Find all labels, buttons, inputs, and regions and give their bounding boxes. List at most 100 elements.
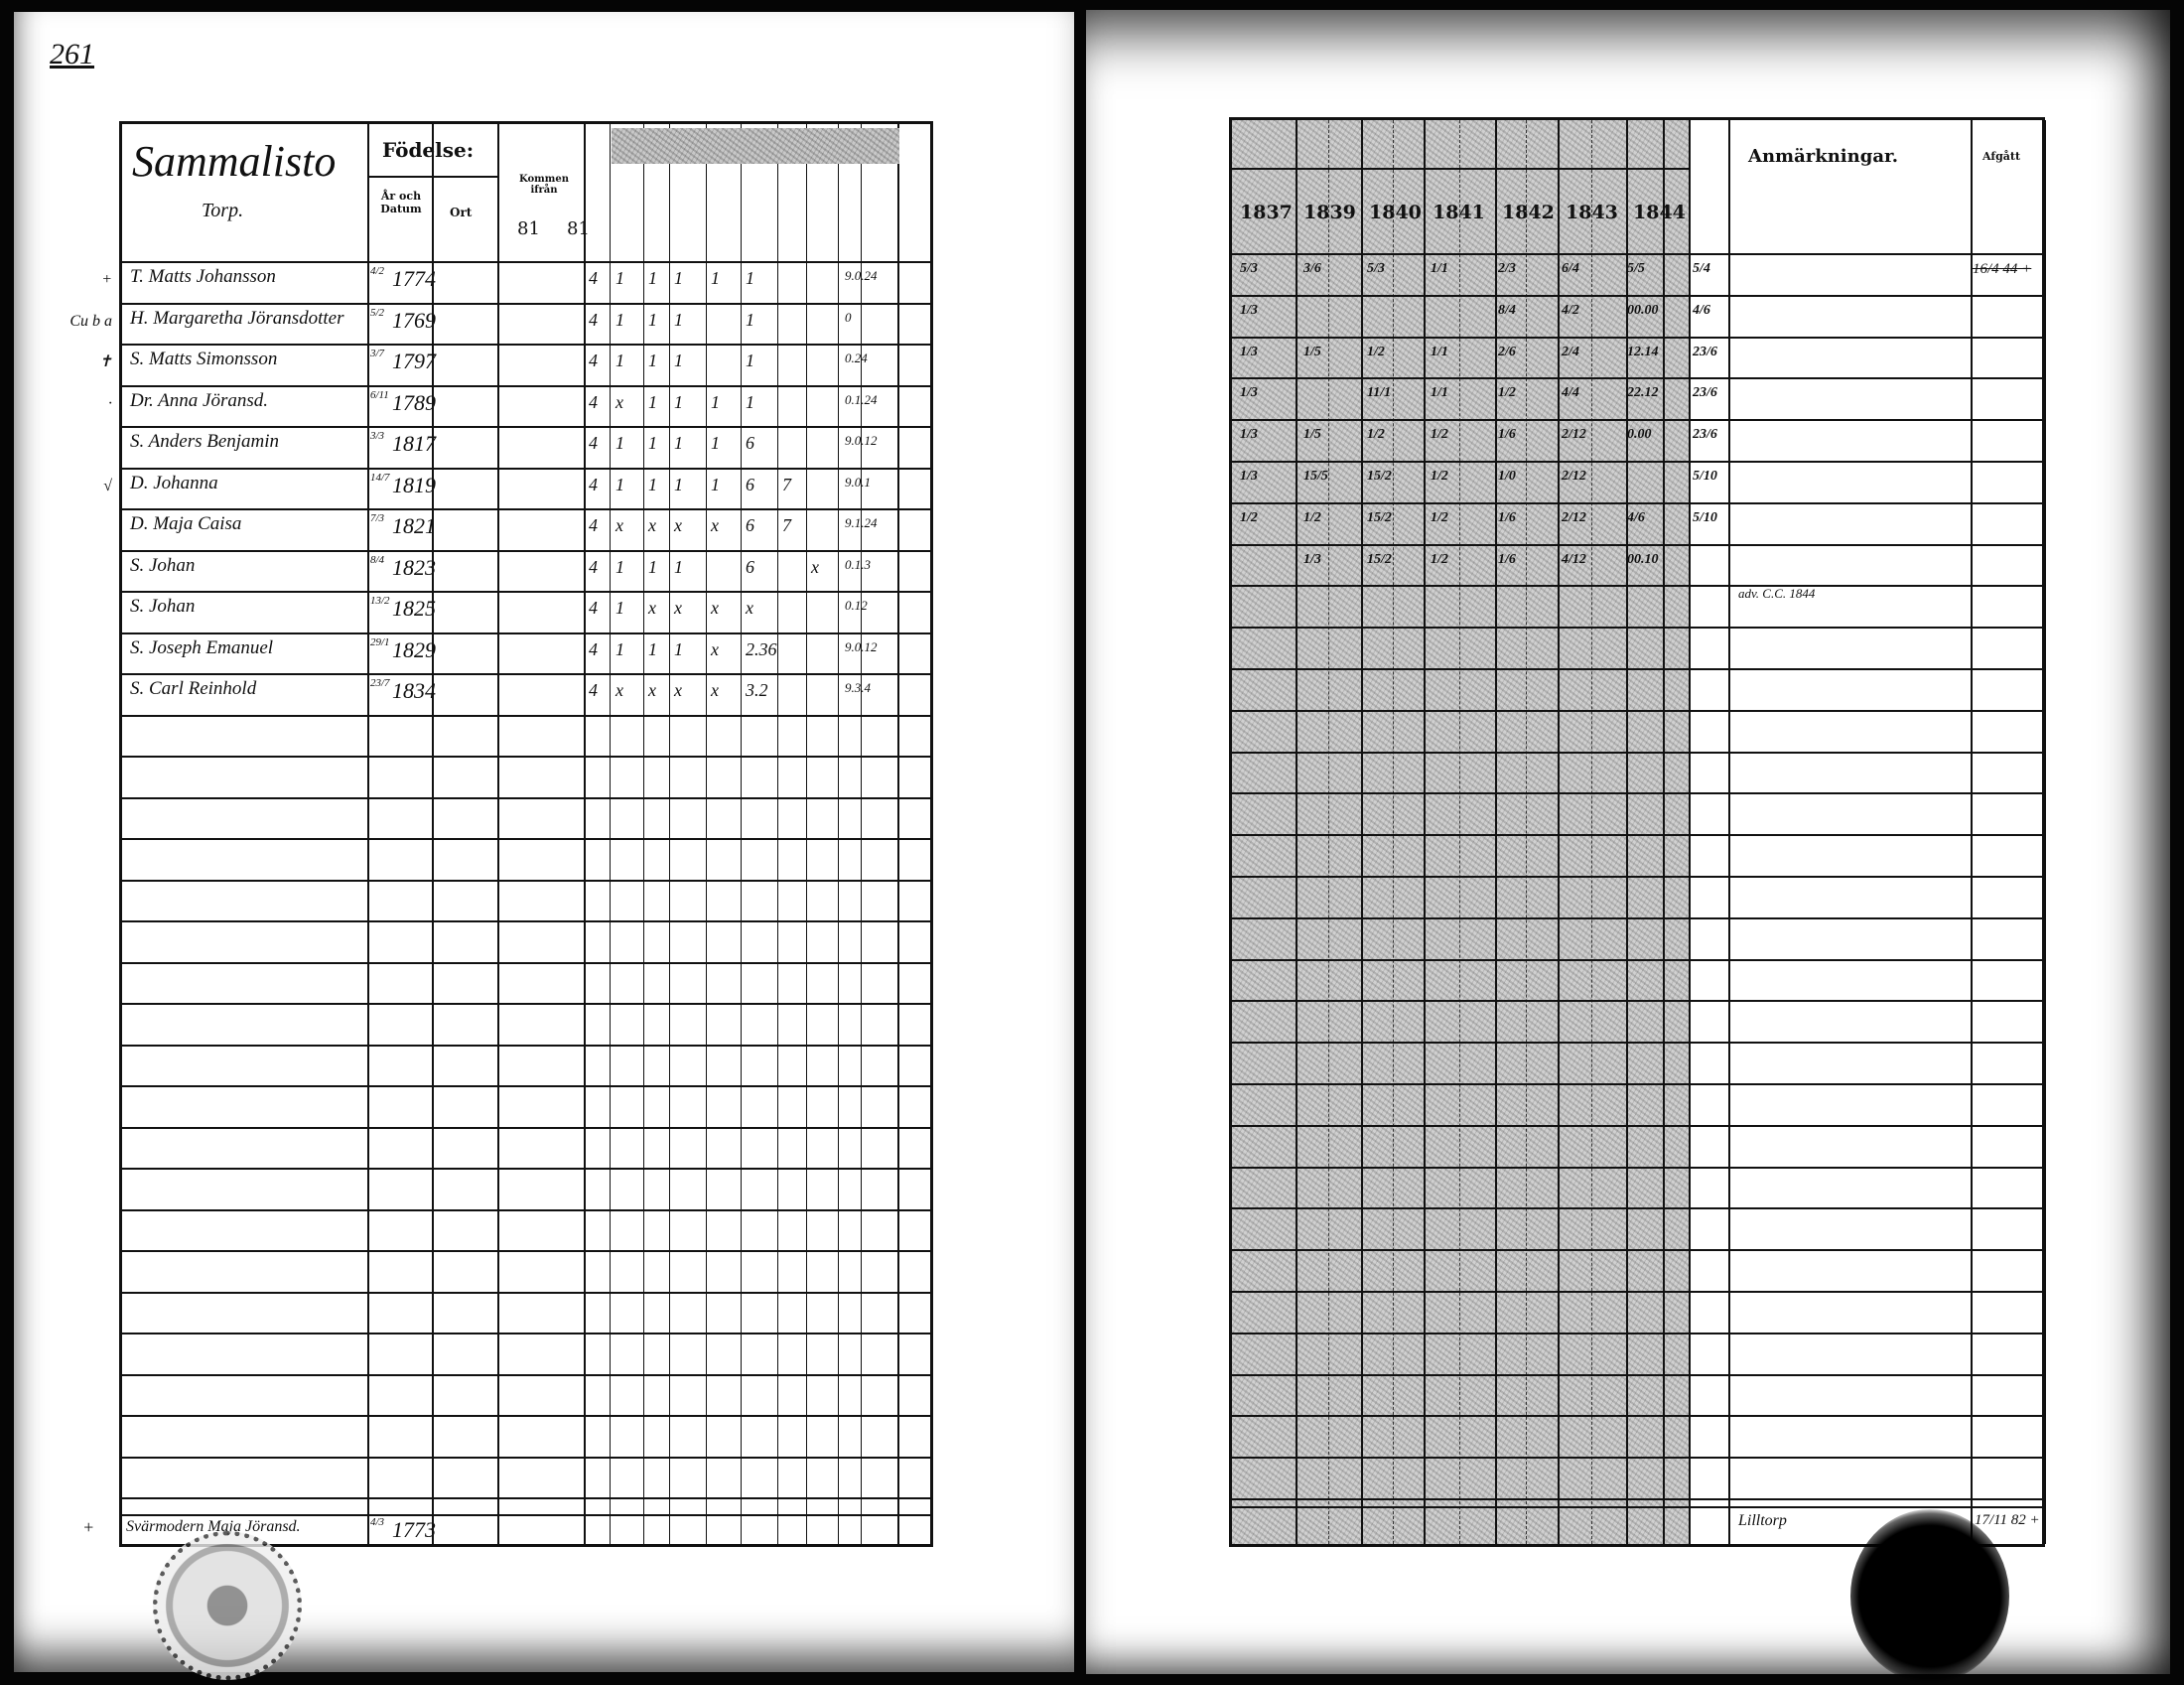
- row-rule: [1232, 1042, 2042, 1045]
- examination-mark: 1: [674, 433, 683, 453]
- examination-entry: 2/12: [1562, 509, 1586, 525]
- remarks-header: Anmärkningar.: [1748, 146, 1899, 167]
- header-subrule: [367, 176, 497, 178]
- row-rule: [122, 838, 930, 840]
- column-divider: [1361, 120, 1363, 1544]
- row-rule: [1232, 1415, 2042, 1418]
- birth-year: 1819: [392, 472, 436, 497]
- year-header: 1840: [1369, 202, 1422, 223]
- remark-note: adv. C.C. 1844: [1738, 586, 1816, 601]
- row-rule: [122, 1250, 930, 1252]
- examination-mark: 4: [589, 351, 598, 370]
- column-divider: [1296, 120, 1297, 1544]
- row-margin-note: ✝: [98, 353, 112, 370]
- examination-mark: 1: [615, 351, 624, 370]
- examination-entry: 23/6: [1693, 427, 1717, 443]
- examination-mark: 4: [589, 474, 598, 494]
- examination-entry: 1/2: [1498, 385, 1516, 401]
- examination-mark: 1: [674, 309, 683, 330]
- birth-place-header: Ort: [450, 206, 473, 219]
- row-margin-note: +: [101, 271, 112, 288]
- examination-mark: 1: [615, 638, 624, 659]
- ink-blot: [1850, 1509, 2009, 1683]
- last-row-rule: [1232, 1506, 2042, 1508]
- examination-mark: 4: [589, 556, 598, 577]
- examination-mark: 0.1.24: [845, 391, 878, 407]
- year-header: 1837: [1240, 202, 1293, 223]
- birth-year: 1773: [392, 1517, 436, 1542]
- column-divider: [432, 124, 434, 1544]
- examination-entry: 2/3: [1498, 261, 1516, 276]
- examination-entry: 5/10: [1693, 509, 1717, 525]
- row-rule: [1232, 1373, 2042, 1376]
- examination-mark: x: [711, 680, 719, 700]
- row-rule: [122, 549, 930, 552]
- last-row-rule: [122, 1514, 930, 1516]
- examination-mark: 0: [845, 309, 852, 325]
- examination-entry: 5/4: [1693, 261, 1710, 276]
- row-rule: [1232, 1457, 2042, 1460]
- birth-day: 3/3: [370, 430, 385, 442]
- column-divider: [897, 124, 899, 1544]
- examination-entry: 1/5: [1303, 427, 1321, 443]
- birth-day: 29/1: [370, 635, 390, 648]
- person-name: S. Matts Simonsson: [130, 349, 278, 369]
- examination-mark: 4: [589, 391, 598, 412]
- column-divider: [643, 124, 644, 1544]
- examination-entry: 3/6: [1303, 261, 1321, 276]
- examination-mark: 1: [674, 268, 683, 288]
- examination-mark: 9.0.1: [845, 474, 871, 490]
- row-margin-note: √: [103, 477, 112, 494]
- row-margin-note: +: [82, 1517, 95, 1537]
- row-rule: [122, 714, 930, 717]
- examination-mark: 9.1.24: [845, 515, 878, 530]
- examination-entry: 5/5: [1627, 261, 1645, 276]
- parish-seal: [153, 1531, 302, 1680]
- examination-entry: 4/2: [1562, 302, 1579, 318]
- birth-year: 1823: [392, 554, 436, 580]
- birth-year: 1797: [392, 349, 436, 373]
- year-header: 1841: [1433, 202, 1485, 223]
- examination-mark: 1: [648, 391, 657, 412]
- birth-day: 7/3: [370, 512, 385, 524]
- examination-entry: 1/5: [1303, 344, 1321, 359]
- column-divider: [610, 124, 611, 1544]
- birth-day: 4/2: [370, 265, 385, 277]
- person-name: Svärmodern Maja Jöransd.: [126, 1518, 301, 1535]
- birth-day: 13/2: [370, 595, 390, 607]
- examination-mark: 6: [746, 556, 754, 577]
- examination-mark: x: [811, 556, 819, 577]
- column-divider: [584, 124, 586, 1544]
- examination-mark: x: [615, 515, 623, 535]
- examination-mark: x: [648, 680, 656, 700]
- examination-mark: 1: [746, 268, 754, 288]
- examination-entry: 23/6: [1693, 344, 1717, 359]
- birth-year: 1817: [392, 431, 436, 456]
- examination-mark: 9.0.12: [845, 638, 878, 654]
- examination-mark: 1: [648, 638, 657, 659]
- came-from-header: Kommen ifrån: [519, 174, 569, 196]
- examination-mark: x: [674, 680, 682, 700]
- row-rule: [122, 467, 930, 470]
- examination-mark: x: [648, 598, 656, 618]
- examination-mark: 4: [589, 515, 598, 535]
- examination-entry: 1/3: [1240, 344, 1258, 359]
- row-rule: [1232, 876, 2042, 878]
- column-subdivider: [1591, 120, 1592, 1544]
- examination-entry: 2/12: [1562, 469, 1586, 484]
- examination-entry: 2/6: [1498, 344, 1516, 359]
- examination-mark: 0.24: [845, 351, 868, 365]
- left-page: 261 Sammalisto Torp. Födelse: År och Datum O…: [14, 12, 1074, 1680]
- examination-mark: 1: [746, 351, 754, 370]
- examination-entry: 1/2: [1303, 509, 1321, 525]
- birth-year: 1834: [392, 678, 436, 703]
- birth-day: 3/7: [370, 348, 385, 359]
- column-subdivider: [1328, 120, 1329, 1544]
- person-name: S. Johan: [130, 554, 196, 576]
- examination-mark: 1: [648, 556, 657, 577]
- row-rule: [122, 591, 930, 593]
- examination-entry: 1/3: [1240, 427, 1258, 443]
- examination-entry: 1/3: [1303, 551, 1321, 567]
- examination-entry: 0.00: [1627, 427, 1652, 443]
- examination-entry: 5/10: [1693, 469, 1717, 484]
